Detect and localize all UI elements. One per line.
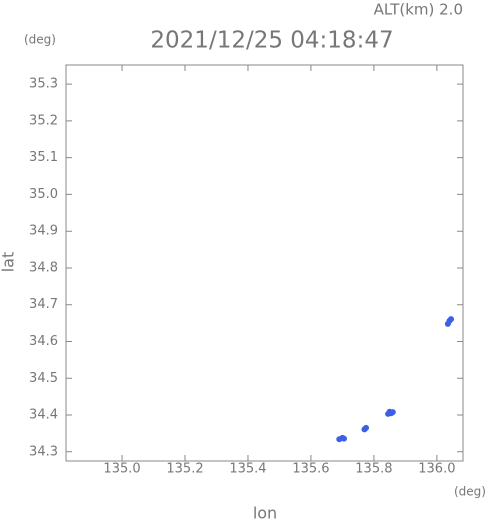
x-label: lon: [253, 504, 277, 521]
x-tick-label: 135.8: [355, 462, 392, 477]
y-tick-label: 34.3: [29, 444, 58, 459]
x-tick-label: 135.6: [292, 462, 329, 477]
y-tick-label: 34.7: [29, 297, 58, 312]
point: [389, 409, 396, 416]
x-tick-label: 135.4: [229, 462, 266, 477]
y-unit: (deg): [24, 33, 56, 47]
x-tick-label: 135.0: [103, 462, 140, 477]
y-tick-label: 35.0: [29, 187, 58, 202]
y-tick-label: 34.6: [29, 334, 58, 349]
y-tick-label: 34.5: [29, 371, 58, 386]
y-tick-label: 35.3: [29, 77, 58, 92]
y-tick-label: 35.2: [29, 113, 58, 128]
x-tick-label: 135.2: [166, 462, 203, 477]
plot-frame: [65, 64, 464, 462]
point: [363, 424, 370, 431]
y-tick-label: 34.9: [29, 224, 58, 239]
point: [340, 435, 347, 442]
point: [448, 316, 455, 323]
x-tick-label: 136.0: [418, 462, 455, 477]
y-label: lat: [0, 252, 18, 273]
y-tick-label: 34.8: [29, 260, 58, 275]
chart-title: 2021/12/25 04:18:47: [150, 28, 393, 54]
y-tick-label: 35.1: [29, 150, 58, 165]
y-tick-label: 34.4: [29, 408, 58, 423]
x-unit: (deg): [454, 485, 486, 499]
subtitle: ALT(km) 2.0: [374, 1, 463, 19]
